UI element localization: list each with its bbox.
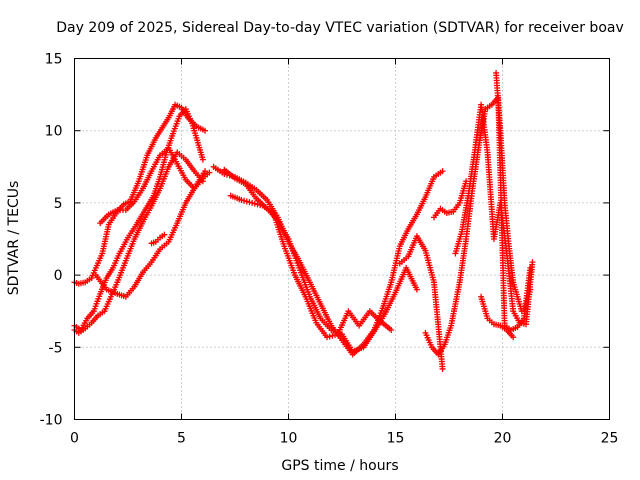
series-track-9 <box>227 192 395 341</box>
y-tick-label: 15 <box>45 52 63 68</box>
data-point <box>332 332 339 339</box>
data-point <box>202 168 209 175</box>
data-point <box>463 178 470 185</box>
axes: 0 5 10 15 20 25 -10 -5 0 5 10 15 <box>40 52 619 447</box>
data-point <box>326 333 333 340</box>
data-point <box>161 231 168 238</box>
x-tick-label: 10 <box>280 431 298 447</box>
data-point <box>238 197 245 204</box>
x-tick-label: 20 <box>494 431 512 447</box>
data-point <box>439 168 446 175</box>
series-track-12 <box>452 101 536 328</box>
data-point <box>329 332 336 339</box>
data-point <box>251 200 258 207</box>
series-track-5 <box>97 145 213 227</box>
data-point <box>254 201 261 208</box>
data-point <box>527 286 534 293</box>
data-point <box>206 169 213 176</box>
data-point <box>246 199 253 206</box>
x-tick-label: 5 <box>177 431 186 447</box>
data-point <box>413 286 420 293</box>
y-tick-label: 0 <box>54 268 63 284</box>
x-axis-label: GPS time / hours <box>281 458 398 474</box>
data-point <box>199 156 206 163</box>
series-track-15 <box>493 69 534 315</box>
y-tick-label: 10 <box>45 124 63 140</box>
x-tick-label: 0 <box>70 431 79 447</box>
data-point <box>388 326 395 333</box>
plot-frame <box>74 58 610 420</box>
x-tick-label: 25 <box>601 431 619 447</box>
series-track-13 <box>478 293 517 341</box>
series-track-6 <box>148 231 168 247</box>
series-track-10 <box>396 233 446 372</box>
y-tick-label: -5 <box>49 340 63 356</box>
y-tick-label: 5 <box>54 196 63 212</box>
data-point <box>202 127 209 134</box>
data-point <box>249 199 256 206</box>
data-point <box>243 198 250 205</box>
series-track-2 <box>71 106 206 333</box>
data-point <box>241 197 248 204</box>
y-tick-label: -10 <box>40 413 63 429</box>
data-series <box>71 69 536 372</box>
data-point <box>529 259 536 266</box>
series-track-14 <box>431 178 470 221</box>
data-point <box>510 334 517 341</box>
data-point <box>324 334 331 341</box>
chart-title: Day 209 of 2025, Sidereal Day-to-day VTE… <box>56 20 624 36</box>
data-point <box>439 365 446 372</box>
grid <box>74 58 610 420</box>
y-axis-label: SDTVAR / TECUs <box>6 181 22 296</box>
x-tick-label: 15 <box>387 431 405 447</box>
data-point <box>257 202 264 209</box>
